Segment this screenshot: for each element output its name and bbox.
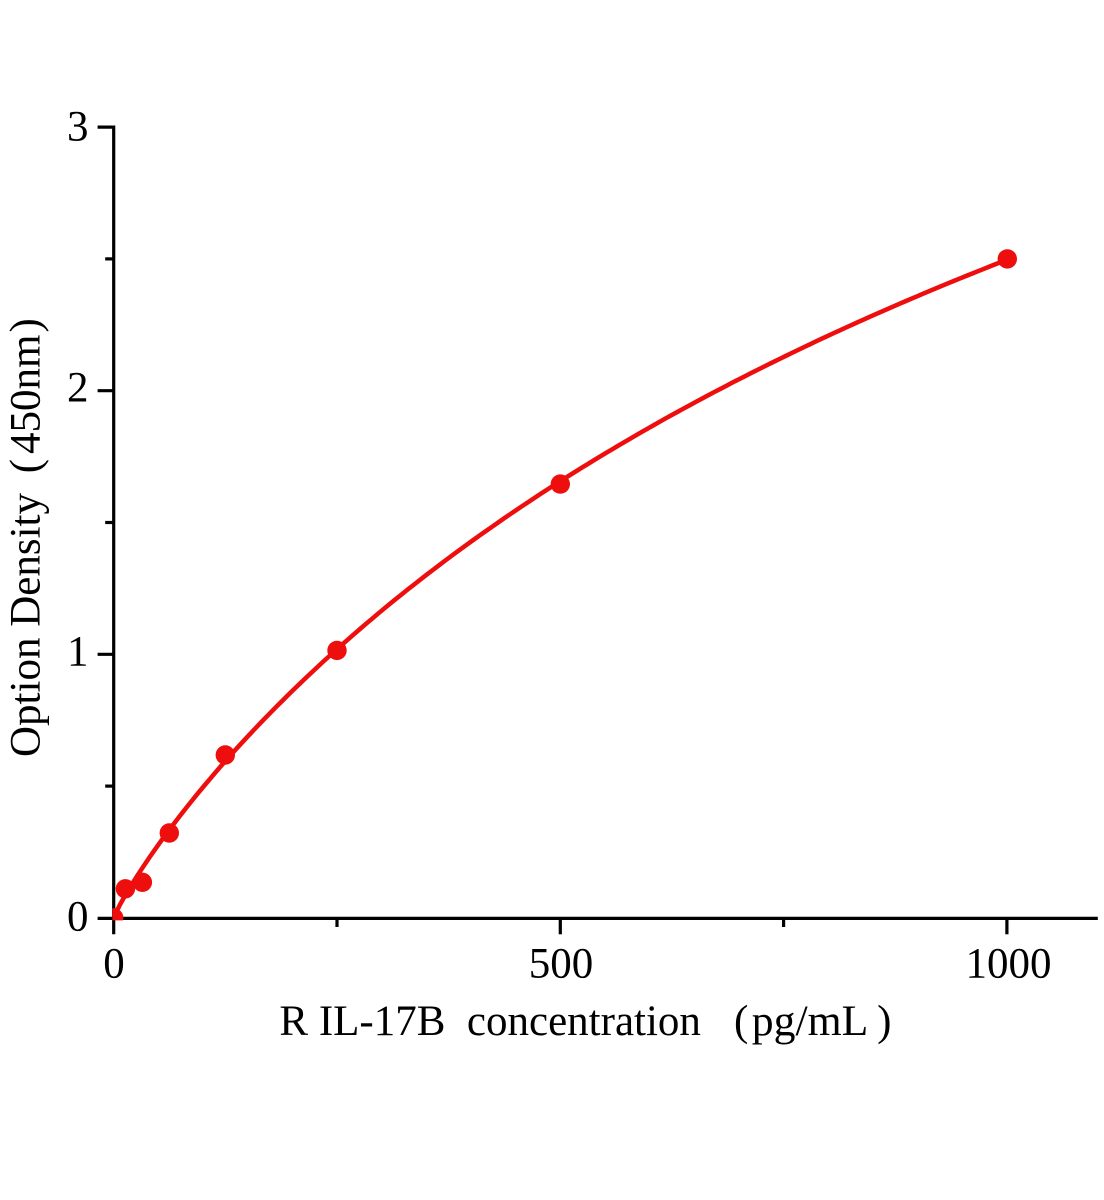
svg-text:0: 0 [103, 941, 125, 988]
svg-text:1: 1 [67, 629, 89, 676]
svg-text:500: 500 [529, 941, 594, 988]
svg-text:1000: 1000 [966, 941, 1052, 988]
svg-text:3: 3 [67, 104, 89, 151]
svg-text:2: 2 [67, 365, 89, 412]
svg-text:0: 0 [67, 894, 89, 941]
svg-text:Option Density (450nm): Option Density (450nm) [3, 318, 50, 757]
